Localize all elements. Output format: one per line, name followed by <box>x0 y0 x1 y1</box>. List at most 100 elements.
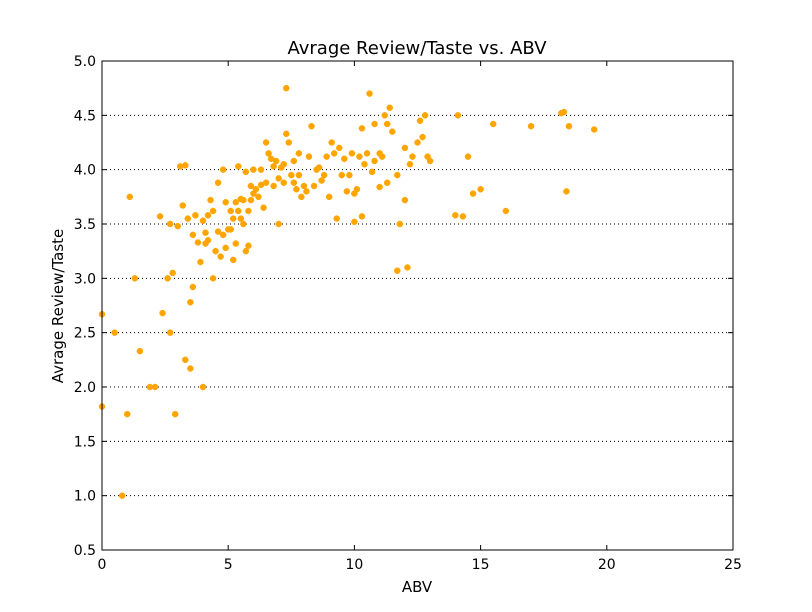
data-point <box>303 188 310 195</box>
data-point <box>197 258 204 266</box>
data-point <box>454 112 462 119</box>
data-point <box>323 153 330 160</box>
data-point <box>315 164 323 171</box>
data-point <box>227 226 234 233</box>
data-point <box>202 229 209 236</box>
data-point <box>187 365 194 372</box>
data-point <box>489 120 497 128</box>
data-point <box>394 171 401 179</box>
y-tick-label: 4.5 <box>74 108 96 124</box>
data-point <box>383 120 391 128</box>
data-point <box>285 139 293 146</box>
data-point <box>209 207 217 215</box>
y-tick-label: 3.0 <box>74 271 96 287</box>
data-point <box>131 275 139 282</box>
data-point <box>237 215 245 222</box>
x-tick-label: 10 <box>345 557 363 573</box>
data-point <box>252 185 260 193</box>
data-point <box>283 130 290 138</box>
data-point <box>464 153 472 160</box>
y-tick-label: 1.5 <box>74 434 96 450</box>
y-tick-label: 2.0 <box>74 380 96 396</box>
chart-title: Avrage Review/Taste vs. ABV <box>287 38 547 59</box>
data-point <box>376 183 383 191</box>
data-point <box>351 218 358 226</box>
data-point <box>330 150 338 157</box>
data-point <box>341 155 348 163</box>
data-point <box>189 283 197 291</box>
data-point <box>179 202 187 209</box>
data-point <box>242 247 250 255</box>
data-point <box>363 150 371 157</box>
data-point <box>275 175 282 182</box>
data-point <box>305 153 313 160</box>
data-point <box>328 139 335 146</box>
data-point <box>401 196 409 204</box>
data-point <box>240 196 247 204</box>
data-point <box>477 185 484 193</box>
data-point <box>383 179 391 186</box>
data-point <box>358 213 366 220</box>
data-point <box>368 168 376 176</box>
data-point <box>270 163 277 170</box>
data-point <box>416 117 424 125</box>
data-point <box>156 213 164 220</box>
data-point <box>187 298 194 306</box>
data-point <box>338 171 346 179</box>
data-point <box>272 157 280 165</box>
data-point <box>295 150 303 157</box>
data-point <box>219 166 227 173</box>
x-tick-label: 0 <box>98 557 107 573</box>
data-point <box>204 237 212 244</box>
data-point <box>502 207 510 215</box>
data-point <box>222 244 229 252</box>
data-point <box>242 168 250 176</box>
plot-frame <box>101 60 734 551</box>
data-point <box>590 126 598 133</box>
data-point <box>169 269 176 277</box>
data-point <box>565 122 573 130</box>
data-point <box>280 160 287 168</box>
data-point <box>247 182 255 190</box>
data-point <box>159 309 166 317</box>
data-point <box>378 153 386 160</box>
data-point <box>257 166 265 173</box>
data-point <box>229 215 237 222</box>
data-point <box>118 492 126 499</box>
data-point <box>336 144 343 152</box>
data-point <box>426 157 434 165</box>
data-point <box>204 212 212 219</box>
data-point <box>151 383 159 391</box>
data-point <box>386 104 393 111</box>
data-point <box>262 179 270 186</box>
data-point <box>290 157 298 165</box>
data-point <box>164 275 171 282</box>
data-point <box>126 193 134 201</box>
data-point <box>371 120 378 128</box>
data-point <box>318 177 325 184</box>
data-point <box>353 185 361 193</box>
data-point <box>469 190 477 197</box>
data-point <box>182 162 189 169</box>
data-point <box>421 112 429 119</box>
data-points <box>98 84 598 499</box>
data-point <box>227 207 234 215</box>
data-point <box>136 347 144 355</box>
y-tick-label: 0.5 <box>74 543 96 559</box>
data-point <box>409 153 416 160</box>
data-point <box>288 171 295 179</box>
data-point <box>358 125 366 132</box>
data-point <box>166 329 174 336</box>
data-point <box>343 188 351 195</box>
data-point <box>235 163 242 170</box>
data-point <box>527 122 535 130</box>
data-point <box>452 212 459 219</box>
data-point <box>245 242 252 249</box>
data-point <box>262 139 270 146</box>
data-point <box>401 144 409 152</box>
data-point <box>194 239 202 246</box>
data-point <box>270 182 277 190</box>
data-point <box>310 182 318 190</box>
